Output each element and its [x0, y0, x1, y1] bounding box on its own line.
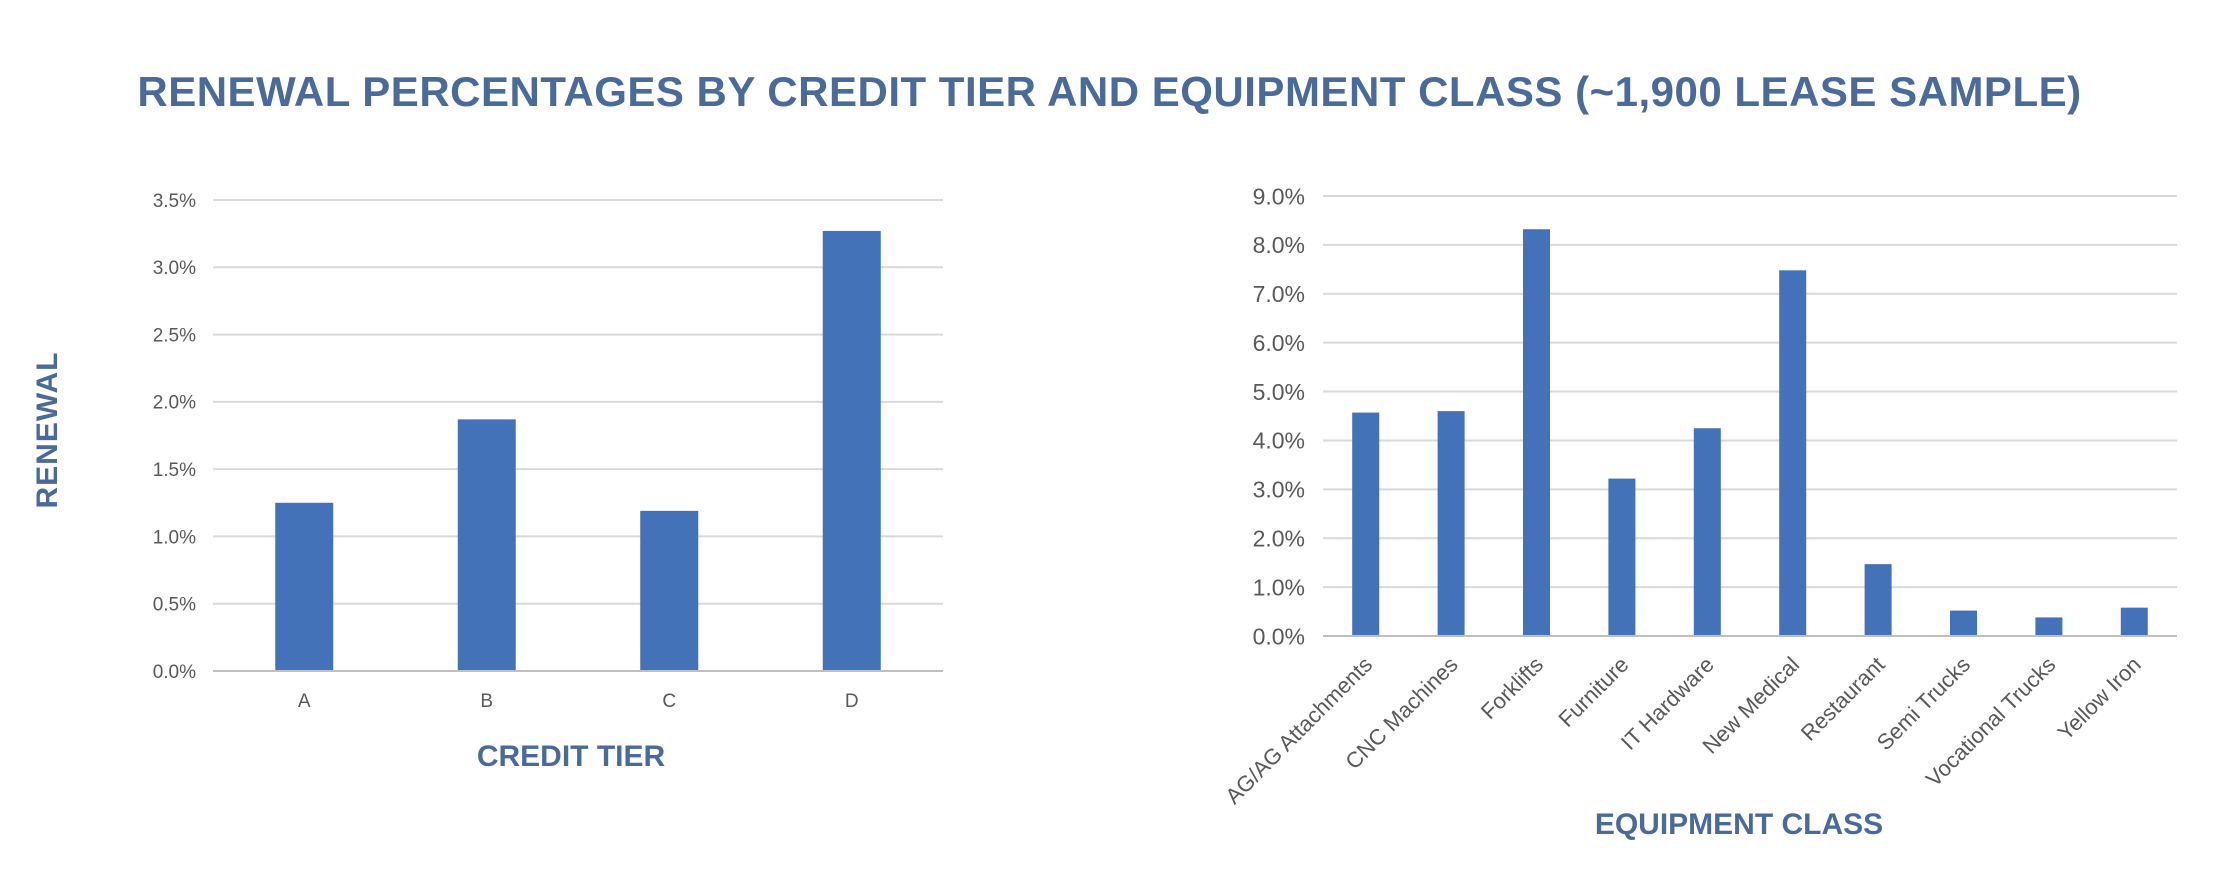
equip-bar — [1352, 412, 1380, 636]
equip-category-label: Yellow Iron — [2053, 652, 2146, 745]
equip-y-tick-label: 0.0% — [1253, 623, 1305, 649]
tier-category-label: B — [480, 691, 493, 712]
equip-category-label: Furniture — [1553, 652, 1633, 732]
equip-y-tick-label: 6.0% — [1253, 330, 1305, 356]
equip-bar — [1523, 229, 1550, 636]
equip-category-label: AG/AG Attachments — [1220, 652, 1377, 809]
equip-bar — [1608, 478, 1636, 636]
equip-bar — [2120, 607, 2148, 636]
tier-bar — [640, 510, 699, 671]
tier-bar — [275, 502, 334, 671]
tier-y-tick-label: 2.5% — [153, 325, 196, 346]
equip-bar — [1950, 610, 1977, 636]
tier-bar — [457, 419, 516, 671]
chart-title: RENEWAL PERCENTAGES BY CREDIT TIER AND E… — [137, 68, 2082, 115]
equip-y-tick-label: 9.0% — [1253, 183, 1305, 209]
tier-y-tick-label: 3.5% — [153, 191, 196, 212]
equip-x-axis-title: EQUIPMENT CLASS — [1595, 808, 1883, 841]
equip-y-tick-label: 2.0% — [1253, 526, 1305, 552]
tier-y-tick-label: 1.5% — [153, 460, 196, 481]
tier-category-label: D — [845, 691, 859, 712]
equip-bar — [2035, 617, 2063, 636]
tier-y-tick-label: 3.0% — [153, 258, 196, 279]
equip-bar — [1864, 564, 1892, 636]
tier-x-axis-title: CREDIT TIER — [477, 740, 666, 773]
tier-bar — [822, 230, 881, 672]
equip-bar — [1437, 411, 1465, 636]
equip-y-tick-label: 5.0% — [1253, 379, 1305, 405]
tier-category-label: C — [662, 691, 676, 712]
equip-y-tick-label: 7.0% — [1253, 281, 1305, 307]
equip-category-label: Restaurant — [1796, 652, 1890, 746]
tier-y-tick-label: 0.5% — [153, 595, 196, 616]
equip-y-tick-label: 8.0% — [1253, 232, 1305, 258]
tier-category-label: A — [298, 691, 311, 712]
equip-y-tick-label: 4.0% — [1253, 428, 1305, 454]
equip-y-tick-label: 1.0% — [1253, 574, 1305, 600]
tier-y-tick-label: 1.0% — [153, 527, 196, 548]
tier-y-tick-label: 2.0% — [153, 393, 196, 414]
equip-y-tick-label: 3.0% — [1253, 477, 1305, 503]
credit-tier-chart: 0.0% 0.5% 1.0% 1.5% 2.0% 2.5% 3.0% 3.5% A B C D CRED… — [153, 191, 943, 773]
equipment-class-chart: 0.0% 1.0% 2.0% 3.0% 4.0% 5.0% 6.0% 7.0% 8.0% 9.0%… — [1220, 183, 2177, 841]
tier-y-tick-label: 0.0% — [153, 662, 196, 683]
equip-bar — [1779, 270, 1807, 636]
equip-category-label: Forklifts — [1476, 652, 1548, 724]
equip-bar — [1693, 428, 1721, 636]
